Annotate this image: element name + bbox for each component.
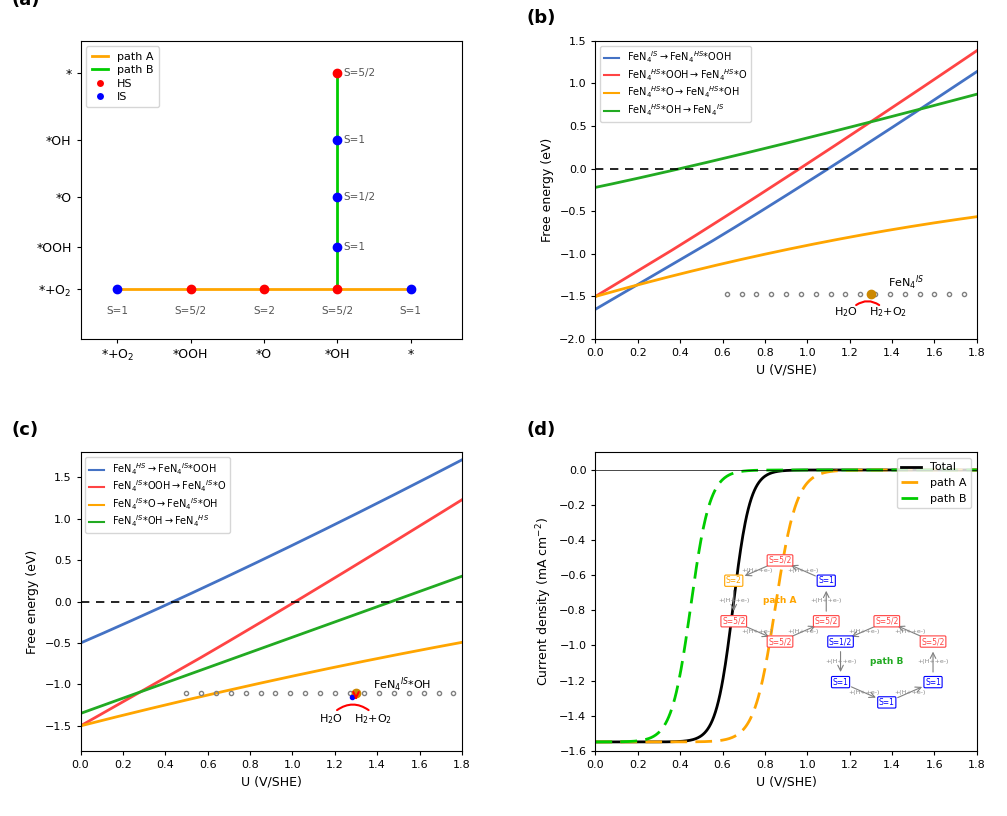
Total	[971, 465, 983, 475]
path A	[772, 580, 784, 590]
X-axis label: U (V/SHE): U (V/SHE)	[241, 775, 302, 788]
Y-axis label: Current density (mA cm$^{-2}$): Current density (mA cm$^{-2}$)	[534, 517, 554, 686]
path B	[589, 737, 601, 747]
Text: H$_2$O: H$_2$O	[834, 305, 857, 319]
Total	[817, 465, 829, 475]
Line: Total: Total	[595, 470, 977, 742]
Text: S=1: S=1	[343, 242, 366, 252]
Text: S=1: S=1	[400, 305, 422, 316]
Total	[770, 467, 782, 477]
path B	[971, 465, 983, 475]
path A	[962, 465, 974, 475]
path B	[962, 465, 974, 475]
path A	[770, 594, 782, 604]
Text: (b): (b)	[527, 9, 556, 27]
Text: S=1: S=1	[343, 135, 366, 145]
X-axis label: U (V/SHE): U (V/SHE)	[755, 775, 817, 788]
Total	[902, 465, 914, 475]
Line: path A: path A	[595, 470, 977, 742]
Total	[589, 737, 601, 747]
path A	[902, 465, 914, 475]
Text: (a): (a)	[12, 0, 40, 9]
Legend: FeN$_4$$^{HS}$$\rightarrow$FeN$_4$$^{IS}$*OOH, FeN$_4$$^{IS}$*OOH$\rightarrow$Fe: FeN$_4$$^{HS}$$\rightarrow$FeN$_4$$^{IS}…	[86, 457, 230, 534]
path B	[902, 465, 914, 475]
Legend: FeN$_4$$^{IS}$$\rightarrow$FeN$_4$$^{HS}$*OOH, FeN$_4$$^{HS}$*OOH$\rightarrow$Fe: FeN$_4$$^{IS}$$\rightarrow$FeN$_4$$^{HS}…	[600, 46, 751, 122]
Text: H$_2$+O$_2$: H$_2$+O$_2$	[869, 305, 907, 319]
Text: H$_2$O: H$_2$O	[318, 712, 342, 725]
path B	[796, 465, 808, 475]
Text: H$_2$+O$_2$: H$_2$+O$_2$	[353, 712, 392, 725]
Text: FeN$_4$$^{IS}$: FeN$_4$$^{IS}$	[888, 274, 923, 292]
Y-axis label: Free energy (eV): Free energy (eV)	[26, 549, 39, 654]
path B	[817, 465, 829, 475]
Total	[962, 465, 974, 475]
path A	[796, 486, 808, 496]
Text: (c): (c)	[12, 420, 39, 438]
path A	[589, 737, 601, 747]
Legend: Total, path A, path B: Total, path A, path B	[897, 458, 971, 508]
path A	[971, 465, 983, 475]
Total	[796, 465, 808, 475]
path B	[770, 465, 782, 475]
Text: S=5/2: S=5/2	[174, 305, 206, 316]
Text: S=5/2: S=5/2	[321, 305, 353, 316]
Text: S=1: S=1	[106, 305, 128, 316]
Total	[772, 466, 784, 476]
Text: FeN$_4$$^{IS}$*OH: FeN$_4$$^{IS}$*OH	[373, 676, 431, 694]
path B	[772, 465, 784, 475]
Line: path B: path B	[595, 470, 977, 742]
Text: S=1/2: S=1/2	[343, 193, 376, 202]
path A	[817, 468, 829, 478]
Legend: path A, path B, HS, IS: path A, path B, HS, IS	[87, 47, 159, 108]
Text: S=2: S=2	[253, 305, 275, 316]
Text: (d): (d)	[527, 420, 556, 438]
Y-axis label: Free energy (eV): Free energy (eV)	[541, 138, 554, 242]
Text: S=5/2: S=5/2	[343, 68, 376, 78]
X-axis label: U (V/SHE): U (V/SHE)	[755, 364, 817, 377]
